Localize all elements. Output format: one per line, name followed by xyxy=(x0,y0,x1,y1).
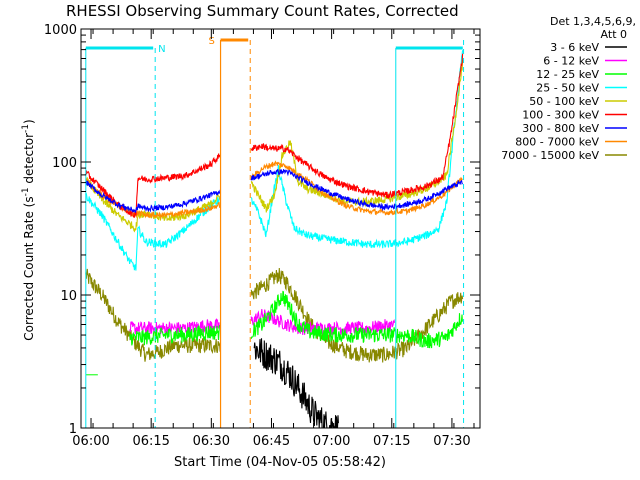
x-tick-label: 06:45 xyxy=(253,434,290,449)
series-25-50kev xyxy=(85,50,464,271)
data-layer: NS xyxy=(85,36,465,429)
legend-entry-label: 3 - 6 keV xyxy=(550,41,599,54)
y-tick-label: 100 xyxy=(52,156,77,171)
y-axis-label-sup2: -1 xyxy=(21,124,31,133)
series-7000-15000kev xyxy=(85,267,464,363)
series-3-6kev xyxy=(253,338,339,429)
legend-header-detectors: Det 1,3,4,5,6,9, xyxy=(550,15,636,28)
x-axis-label: Start Time (04-Nov-05 05:58:42) xyxy=(174,455,386,470)
chart-title: RHESSI Observing Summary Count Rates, Co… xyxy=(66,2,459,20)
y-axis-label-sup1: -1 xyxy=(21,187,31,196)
x-tick-label: 06:15 xyxy=(132,434,169,449)
y-axis-label: Corrected Count Rate (s-1 detector-1) xyxy=(21,119,36,340)
legend-entry-label: 50 - 100 keV xyxy=(529,95,599,108)
series-12-25kev xyxy=(129,290,463,349)
x-tick-label: 06:30 xyxy=(193,434,230,449)
saa-flag-label: S xyxy=(209,36,215,47)
legend-entry-label: 6 - 12 keV xyxy=(543,55,599,68)
axes-layer: 1 10 100 1000 06:00 06:15 06:30 06:45 07:00 07:15… xyxy=(44,23,481,449)
legend-entry-label: 100 - 300 keV xyxy=(522,109,599,122)
y-axis-label-mid: detector xyxy=(22,133,36,188)
svg-text:Corrected Count Rate (s-1 dete: Corrected Count Rate (s-1 detector-1) xyxy=(21,119,36,340)
x-tick-label: 07:30 xyxy=(433,434,470,449)
y-axis-label-main: Corrected Count Rate (s xyxy=(22,196,36,340)
x-tick-label: 06:00 xyxy=(72,434,109,449)
night-flag-label: N xyxy=(158,44,165,55)
y-tick-label: 1000 xyxy=(44,23,77,38)
plot-frame xyxy=(80,28,481,429)
series-100-300kev xyxy=(85,53,464,218)
series-800-7000kev xyxy=(85,160,463,220)
x-tick-label: 07:00 xyxy=(313,434,350,449)
y-axis-label-end: ) xyxy=(22,119,36,124)
legend-entry-label: 300 - 800 keV xyxy=(522,122,599,135)
series-300-800kev xyxy=(85,168,464,213)
legend-entry-label: 12 - 25 keV xyxy=(536,68,599,81)
legend-entry-label: 800 - 7000 keV xyxy=(515,136,599,149)
legend-entry-label: 25 - 50 keV xyxy=(536,82,599,95)
legend-header-attenuator: Att 0 xyxy=(601,28,627,41)
legend-entry-label: 7000 - 15000 keV xyxy=(501,149,599,162)
x-tick-label: 07:15 xyxy=(373,434,410,449)
y-tick-label: 10 xyxy=(60,289,77,304)
y-tick-label: 1 xyxy=(69,422,77,437)
